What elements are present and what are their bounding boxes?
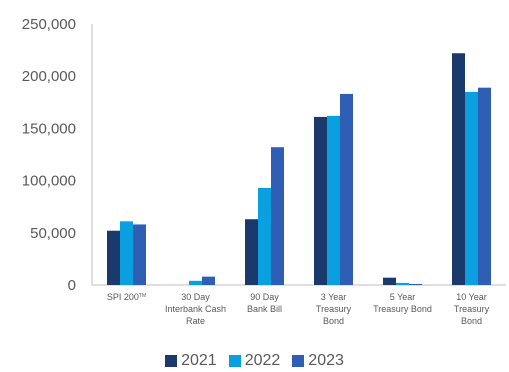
legend: 2021 2022 2023 [0,352,509,370]
x-tick-label: 30 Day Interbank Cash Rate [165,292,226,326]
x-tick-label: SPI 200TM [107,292,146,302]
bar-2023 [271,147,284,285]
legend-label: 2021 [181,352,217,369]
legend-swatch [165,355,178,367]
bar-2021 [314,116,327,285]
bar-2022 [258,187,271,285]
bar-2021 [383,277,396,285]
y-tick-label: 150,000 [22,120,76,137]
x-axis-labels: SPI 200TM 30 Day Interbank Cash Rate 90 Day B… [107,292,490,326]
legend-swatch [292,355,305,367]
bar-2023 [409,283,422,285]
legend-label: 2022 [244,352,281,369]
y-tick-label: 0 [68,277,76,294]
bar-2022 [327,115,340,285]
legend-item-2022: 2022 [228,352,281,370]
legend-item-2021: 2021 [165,352,217,370]
legend-item-2023: 2023 [292,352,344,370]
y-tick-label: 50,000 [30,225,76,242]
y-tick-label: 100,000 [22,173,76,190]
x-tick-label: 90 Day Bank Bill [247,292,282,314]
bar-2021 [452,53,465,286]
y-axis-ticks: 0 50,000 100,000 150,000 200,000 250,000 [22,16,76,294]
bar-2023 [202,276,215,285]
y-tick-label: 250,000 [22,16,76,33]
x-tick-label: 3 Year Treasury Bond [316,292,352,326]
bar-2023 [133,224,146,285]
bar-2022 [189,280,202,285]
bar-2021 [107,230,120,285]
x-tick-label: 10 Year Treasury Bond [454,292,490,326]
bar-2023 [478,87,491,286]
bar-2021 [245,219,258,285]
x-tick-label: 5 Year Treasury Bond [373,292,432,314]
legend-label: 2023 [308,352,344,369]
bars [107,53,491,286]
bar-2022 [120,221,133,285]
y-tick-label: 200,000 [22,68,76,85]
bar-2022 [465,91,478,285]
legend-swatch [228,355,241,367]
bar-2022 [396,282,409,285]
bar-2023 [340,93,353,285]
